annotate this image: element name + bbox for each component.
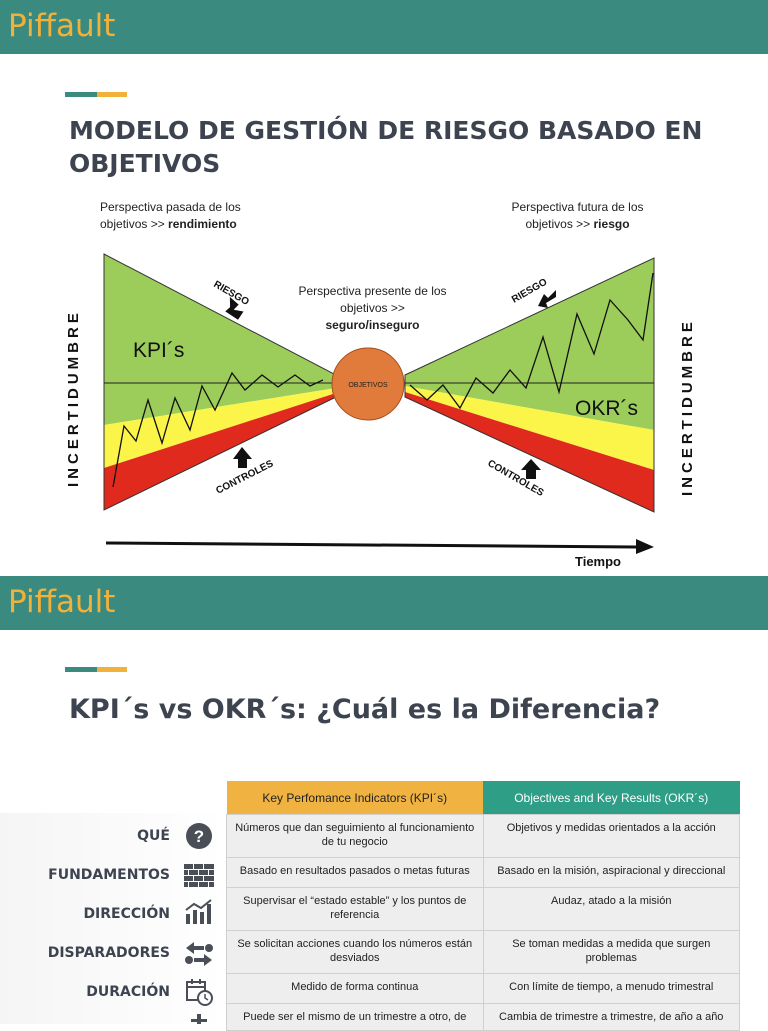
slide-title-2: KPI´s vs OKR´s: ¿Cuál es la Diferencia? (69, 694, 661, 725)
brick-wall-icon (184, 864, 214, 887)
header-band-1 (0, 0, 768, 54)
risk-bowtie-diagram: OBJETIVOS KPI´s OKR´s RIESGO RIESGO CONT… (65, 253, 696, 569)
comparison-table: Key Perfomance Indicators (KPI´s) Object… (226, 781, 740, 1031)
right-red-zone (405, 392, 654, 512)
okr-trend-line (409, 272, 654, 410)
accent-bar-teal-2 (65, 667, 97, 672)
okr-cell: Cambia de trimestre a trimestre, de año … (482, 1003, 740, 1031)
title-line-2: OBJETIVOS (69, 149, 221, 178)
okr-column-header: Objectives and Key Results (OKR´s) (483, 781, 740, 815)
okr-label: OKR´s (575, 397, 638, 420)
present-line-3: seguro/inseguro (325, 318, 420, 332)
center-label: OBJETIVOS (348, 382, 388, 389)
present-perspective: Perspectiva presente de los objetivos >>… (290, 283, 455, 334)
slide-title-1: MODELO DE GESTIÓN DE RIESGO BASADO EN OB… (69, 114, 702, 180)
present-line-1: Perspectiva presente de los (298, 284, 447, 298)
controles-left-arrow (233, 447, 252, 468)
objetivos-circle (331, 347, 405, 421)
left-green-zone (104, 254, 336, 383)
table-row: Supervisar el “estado estable” y los pun… (226, 887, 740, 931)
time-axis-line (105, 541, 641, 549)
brand-logo-2: Piffault (8, 584, 116, 620)
partial-icon (191, 1014, 207, 1024)
future-line-1: Perspectiva futura de los (511, 200, 644, 214)
future-line-2a: objetivos >> (525, 217, 594, 231)
row-label-disparadores: DISPARADORES (47, 945, 170, 961)
past-line-2b: rendimiento (168, 217, 237, 231)
kpi-cell: Puede ser el mismo de un trimestre a otr… (226, 1003, 484, 1031)
controles-right-label: CONTROLES (486, 458, 546, 499)
controles-right-arrow (521, 459, 541, 479)
kpi-column-header: Key Perfomance Indicators (KPI´s) (226, 781, 483, 815)
past-line-1: Perspectiva pasada de los (100, 200, 241, 214)
future-perspective: Perspectiva futura de los objetivos >> r… (505, 199, 650, 233)
table-row: Números que dan seguimiento al funcionam… (226, 814, 740, 858)
left-axis-label: INCERTIDUMBRE (65, 309, 82, 487)
row-label-que: QUÉ (137, 828, 170, 844)
arrows-icon (185, 942, 213, 966)
left-red-zone (104, 393, 336, 510)
riesgo-left-arrow (225, 296, 244, 320)
question-icon: ? (186, 823, 212, 849)
left-green-zone-lower (104, 383, 336, 425)
table-row: Basado en resultados pasados o metas fut… (226, 857, 740, 888)
kpi-label: KPI´s (133, 339, 184, 362)
row-label-duracion: DURACIÓN (86, 984, 170, 1000)
past-perspective: Perspectiva pasada de los objetivos >> r… (100, 199, 241, 233)
present-line-2: objetivos >> (340, 301, 405, 315)
table-row: Puede ser el mismo de un trimestre a otr… (226, 1003, 740, 1031)
okr-cell: Con límite de tiempo, a menudo trimestra… (482, 973, 740, 1004)
riesgo-right-arrow (538, 290, 556, 308)
time-label: Tiempo (575, 554, 621, 569)
time-axis-arrowhead (636, 539, 654, 554)
svg-text:?: ? (194, 827, 204, 846)
table-row: Se solicitan acciones cuando los números… (226, 930, 740, 974)
kpi-cell: Medido de forma continua (226, 973, 484, 1004)
right-green-zone (405, 258, 654, 430)
kpi-cell: Basado en resultados pasados o metas fut… (226, 857, 484, 888)
brand-logo-1: Piffault (8, 8, 116, 44)
okr-cell: Audaz, atado a la misión (482, 887, 740, 931)
accent-bar-orange-1 (97, 92, 127, 97)
past-line-2a: objetivos >> (100, 217, 169, 231)
future-line-2b: riesgo (593, 217, 630, 231)
bar-chart-icon (185, 899, 212, 924)
kpi-cell: Números que dan seguimiento al funcionam… (226, 814, 484, 858)
right-yellow-zone (405, 386, 654, 470)
accent-bar-teal-1 (65, 92, 97, 97)
okr-cell: Basado en la misión, aspiracional y dire… (482, 857, 740, 888)
right-axis-label: INCERTIDUMBRE (679, 318, 696, 496)
kpi-trend-line (112, 371, 324, 488)
row-label-fundamentos: FUNDAMENTOS (48, 867, 170, 883)
left-yellow-zone (104, 388, 336, 468)
header-band-2 (0, 576, 768, 630)
kpi-cell: Se solicitan acciones cuando los números… (226, 930, 484, 974)
okr-cell: Objetivos y medidas orientados a la acci… (482, 814, 740, 858)
title-line-1: MODELO DE GESTIÓN DE RIESGO BASADO EN (69, 116, 703, 145)
kpi-cell: Supervisar el “estado estable” y los pun… (226, 887, 484, 931)
accent-bar-orange-2 (97, 667, 127, 672)
table-row: Medido de forma continua Con límite de t… (226, 973, 740, 1004)
okr-cell: Se toman medidas a medida que surgen pro… (482, 930, 740, 974)
calendar-clock-icon (186, 979, 213, 1006)
row-label-direccion: DIRECCIÓN (83, 906, 170, 922)
